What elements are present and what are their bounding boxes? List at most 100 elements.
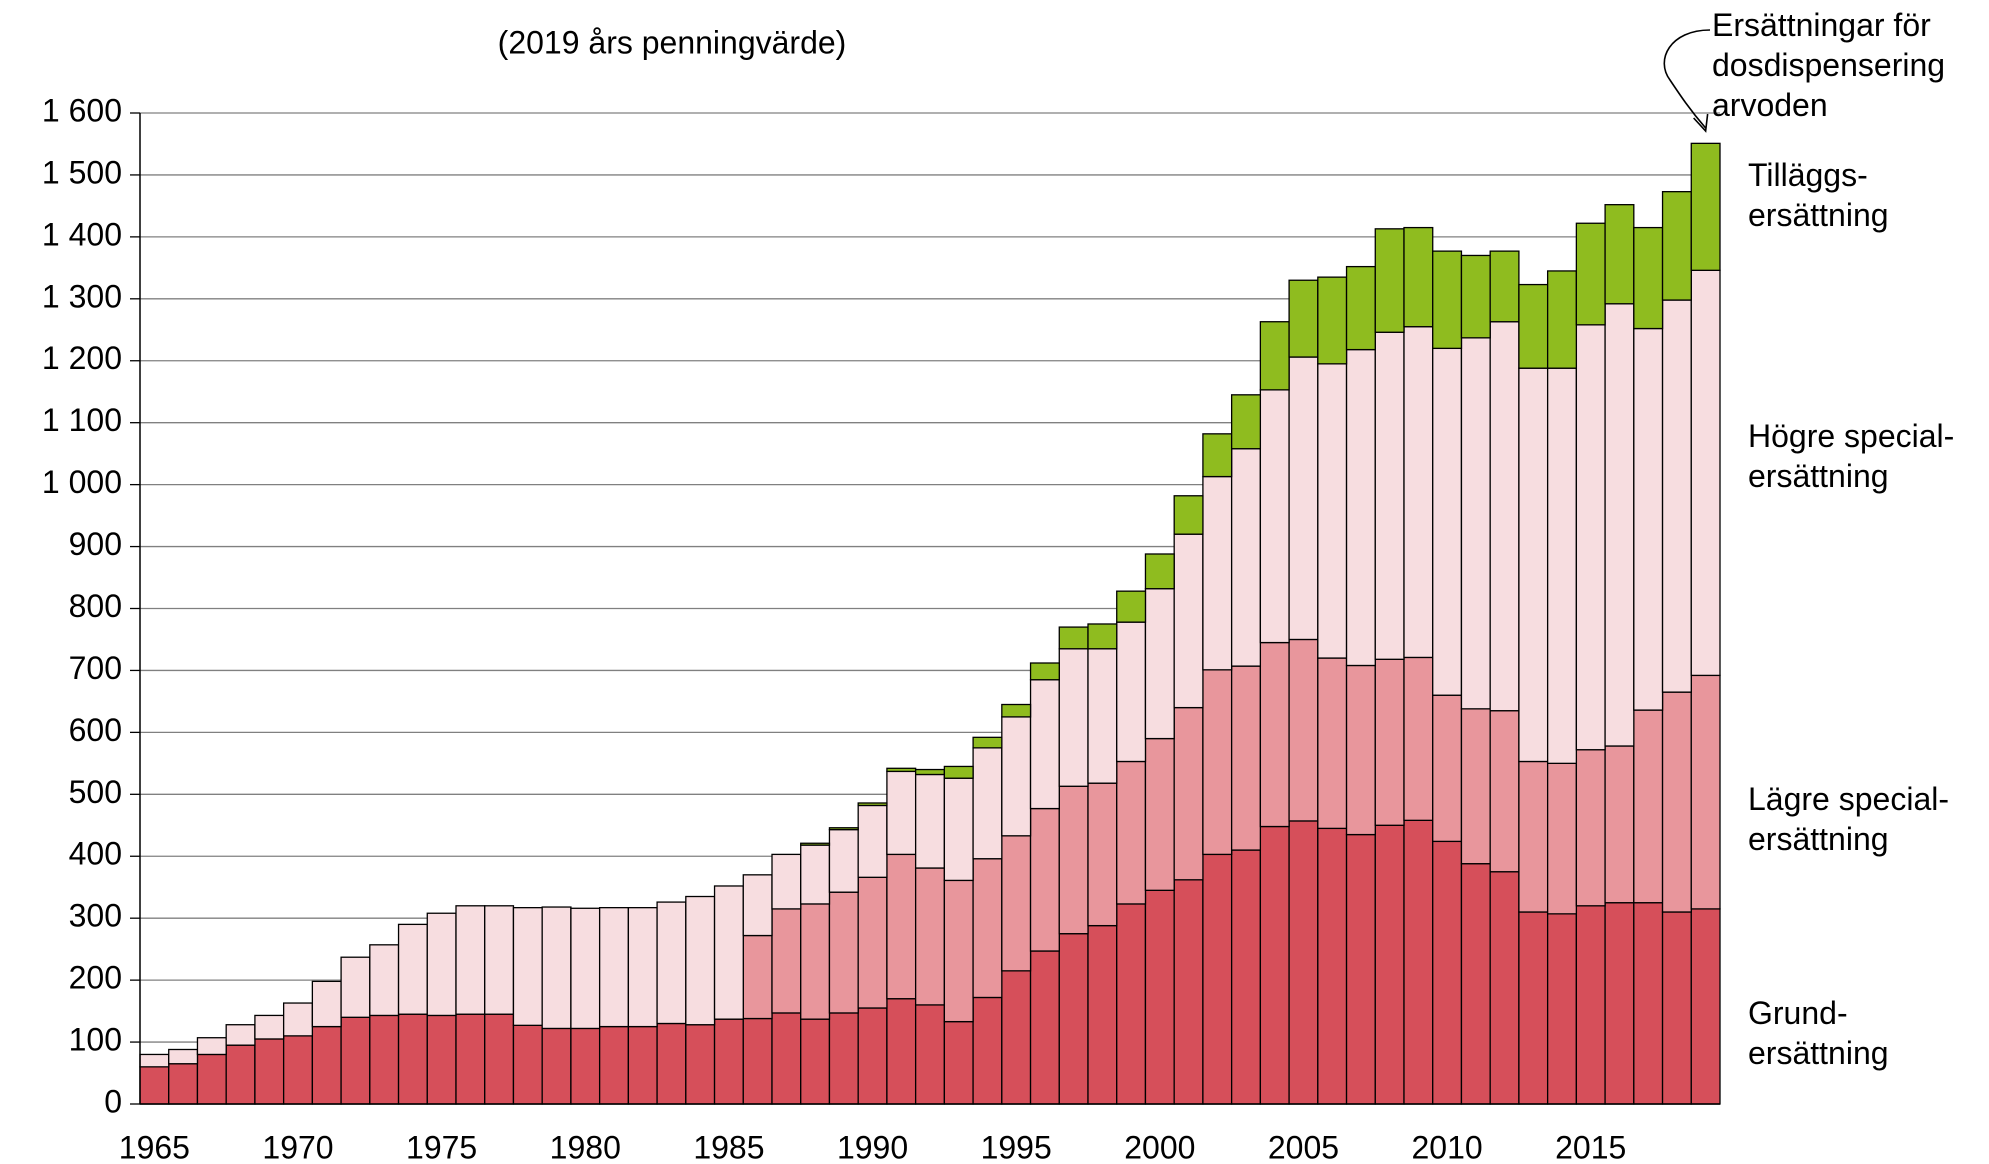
bar-segment xyxy=(886,998,917,1105)
bar-segment xyxy=(1432,347,1463,696)
bar-segment xyxy=(1317,827,1348,1105)
y-tick-label: 1 200 xyxy=(42,340,122,376)
bar-segment xyxy=(1661,691,1692,913)
bar-segment xyxy=(1633,709,1664,904)
x-tick-label: 1985 xyxy=(693,1129,764,1164)
bar-segment xyxy=(1116,903,1147,1105)
bar-segment xyxy=(1489,871,1520,1105)
bar-segment xyxy=(1374,228,1405,333)
annotation-arrowhead xyxy=(1693,113,1709,133)
bar-segment xyxy=(1317,276,1348,365)
bar-segment xyxy=(1661,191,1692,301)
bar-segment xyxy=(1317,657,1348,830)
bar-segment xyxy=(1460,254,1491,339)
y-tick-label: 200 xyxy=(69,960,122,996)
bar-segment xyxy=(1202,853,1233,1105)
bar-segment xyxy=(1202,669,1233,856)
bar-segment xyxy=(1345,833,1376,1105)
bar-segment xyxy=(1518,760,1549,913)
bar-segment xyxy=(512,1024,543,1105)
bar-segment xyxy=(828,891,859,1014)
bar-segment xyxy=(1259,389,1290,644)
bar-segment xyxy=(254,1014,285,1040)
bar-segment xyxy=(1546,270,1578,369)
bar-segment xyxy=(196,1053,227,1105)
bar-segment xyxy=(1173,533,1204,709)
bar-segment xyxy=(1518,911,1549,1105)
bar-segment xyxy=(1432,694,1463,843)
bar-segment xyxy=(139,1066,170,1105)
bar-segment xyxy=(1144,588,1175,740)
bar-segment xyxy=(1001,716,1032,837)
bar-segment xyxy=(1403,656,1434,821)
y-tick-label: 900 xyxy=(69,526,122,562)
bar-segment xyxy=(1173,495,1204,535)
x-tick-label: 1980 xyxy=(550,1129,621,1164)
bar-segment xyxy=(800,1018,831,1105)
bar-segment xyxy=(1144,889,1175,1105)
bar-segment xyxy=(1259,825,1290,1105)
bar-segment xyxy=(943,777,974,882)
x-tick-label: 2005 xyxy=(1268,1129,1339,1164)
bar-segment xyxy=(1230,394,1262,450)
bar-segment xyxy=(1317,363,1348,659)
bar-segment xyxy=(1633,902,1664,1105)
bar-segment xyxy=(1259,321,1290,391)
bar-segment xyxy=(1087,782,1118,927)
bar-segment xyxy=(1460,708,1491,865)
bar-segment xyxy=(139,1053,170,1068)
x-tick-label: 1975 xyxy=(406,1129,477,1164)
y-tick-label: 600 xyxy=(69,712,122,748)
bar-segment xyxy=(1230,849,1262,1105)
bar-segment xyxy=(627,1025,658,1105)
y-tick-label: 0 xyxy=(104,1083,122,1119)
y-tick-label: 1 500 xyxy=(42,154,122,190)
bar-segment xyxy=(1001,835,1032,972)
bar-segment xyxy=(1403,226,1434,328)
x-tick-label: 1990 xyxy=(837,1129,908,1164)
bar-segment xyxy=(1230,448,1262,667)
bar-segment xyxy=(168,1048,199,1065)
y-tick-label: 1 300 xyxy=(42,278,122,314)
bar-segment xyxy=(1288,820,1319,1105)
bar-segment xyxy=(771,908,802,1014)
bar-segment xyxy=(1029,679,1060,810)
bar-segment xyxy=(1690,142,1721,271)
bar-segment xyxy=(800,903,831,1020)
bar-segment xyxy=(1087,648,1118,784)
bar-segment xyxy=(1345,664,1376,836)
bar-segment xyxy=(397,923,428,1015)
bar-segment xyxy=(914,773,946,869)
bar-segment xyxy=(972,996,1003,1105)
bar-segment xyxy=(943,1020,974,1105)
bar-segment xyxy=(1403,326,1434,659)
bar-segment xyxy=(1690,908,1721,1105)
bar-segment xyxy=(1432,250,1463,350)
bar-segment xyxy=(1604,303,1635,747)
y-tick-label: 1 400 xyxy=(42,216,122,252)
bar-segment xyxy=(311,1025,342,1105)
bar-segment xyxy=(1116,621,1147,763)
bar-segment xyxy=(1546,913,1578,1105)
bar-segment xyxy=(1633,226,1664,330)
bar-segment xyxy=(1575,222,1606,326)
bar-segment xyxy=(771,853,802,910)
bar-segment xyxy=(455,1013,486,1105)
bar-segment xyxy=(1575,905,1606,1105)
bar-segment xyxy=(455,905,486,1015)
bar-segment xyxy=(1058,648,1089,787)
y-tick-label: 700 xyxy=(69,650,122,686)
bar-segment xyxy=(1144,553,1175,590)
bar-segment xyxy=(1029,807,1060,952)
bar-segment xyxy=(1460,863,1491,1105)
bar-segment xyxy=(1144,737,1175,891)
bar-segment xyxy=(225,1024,256,1046)
x-tick-label: 1965 xyxy=(119,1129,190,1164)
bar-segment xyxy=(426,1014,457,1105)
bar-segment xyxy=(713,1018,744,1105)
bar-segment xyxy=(771,1012,802,1105)
bar-segment xyxy=(1403,819,1434,1105)
bar-segment xyxy=(857,802,888,807)
bar-segment xyxy=(1633,327,1664,711)
